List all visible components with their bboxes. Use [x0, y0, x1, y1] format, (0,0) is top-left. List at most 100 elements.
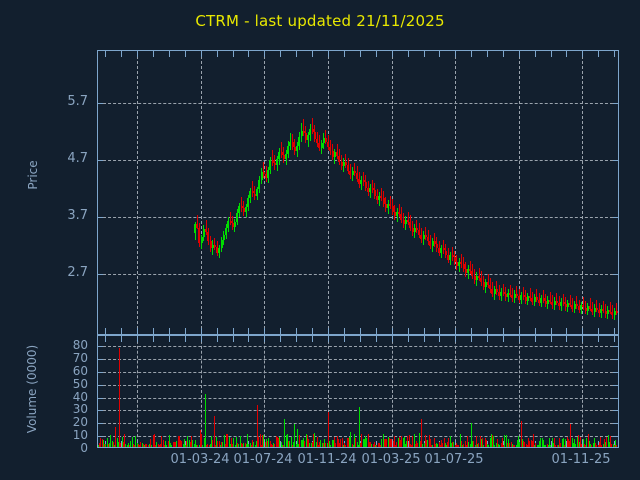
volume-bar	[136, 442, 138, 447]
candle-body	[606, 309, 609, 315]
volume-bar	[455, 443, 457, 447]
candle-body	[595, 307, 598, 310]
volume-bar	[309, 443, 311, 447]
volume-bar	[227, 434, 229, 447]
volume-bar	[406, 441, 408, 447]
volume-bar	[586, 437, 588, 447]
volume-bar	[488, 445, 490, 447]
candle-body	[280, 152, 283, 155]
volume-bar	[281, 444, 283, 447]
axis-tick	[471, 336, 472, 342]
volume-bar	[571, 437, 573, 447]
volume-bar	[224, 443, 226, 447]
volume-y-tick-label: 20	[72, 415, 88, 430]
volume-bar	[460, 441, 462, 447]
gridline-vertical	[201, 336, 202, 447]
volume-bar	[426, 440, 428, 447]
axis-tick	[597, 328, 599, 334]
volume-bar	[244, 443, 246, 447]
volume-bar	[373, 441, 375, 447]
axis-tick	[534, 328, 536, 334]
volume-y-tick-label: 80	[72, 338, 88, 353]
candle-body	[289, 142, 292, 146]
volume-bar	[260, 444, 262, 447]
candle-wick	[196, 215, 198, 229]
x-tick-label: 01-07-25	[424, 452, 484, 467]
axis-tick	[216, 441, 218, 447]
volume-bar	[132, 443, 134, 447]
gridline-vertical	[328, 51, 329, 334]
volume-bar	[422, 443, 424, 447]
candle-body	[233, 222, 236, 227]
axis-tick	[550, 328, 552, 334]
volume-bar	[124, 434, 126, 447]
candle-wick	[569, 294, 571, 308]
candle-body	[322, 137, 325, 144]
candle-wick	[214, 237, 216, 251]
candle-body	[484, 282, 487, 287]
volume-bar	[368, 441, 370, 447]
axis-tick	[312, 328, 313, 334]
candle-body	[400, 214, 403, 220]
candle-body	[582, 305, 585, 308]
volume-bar	[402, 437, 404, 447]
candle-body	[562, 301, 565, 305]
price-y-tick-label: 3.7	[67, 208, 88, 224]
volume-bar	[155, 444, 157, 447]
volume-bar	[175, 442, 177, 447]
candle-body	[269, 160, 272, 170]
axis-tick	[407, 328, 409, 334]
axis-tick	[613, 328, 615, 334]
axis-tick	[121, 336, 123, 342]
volume-y-tick-label: 10	[72, 428, 88, 443]
volume-bar	[315, 441, 317, 447]
candle-body	[604, 310, 607, 315]
volume-bar	[370, 442, 372, 447]
candle-wick	[576, 296, 578, 309]
candle-wick	[602, 300, 604, 314]
axis-tick	[169, 336, 170, 342]
volume-bar	[116, 438, 118, 447]
axis-tick	[550, 336, 552, 342]
candle-body	[589, 306, 592, 309]
gridline-vertical	[582, 336, 583, 447]
volume-bar	[489, 437, 491, 447]
candle-wick	[336, 144, 338, 160]
candle-body	[502, 291, 505, 294]
volume-bar	[117, 442, 119, 447]
gridline-horizontal	[98, 436, 618, 438]
volume-bar	[431, 444, 433, 447]
volume-bar	[598, 442, 600, 447]
gridline-horizontal	[98, 423, 618, 425]
volume-bar	[367, 433, 369, 447]
volume-bar	[533, 434, 534, 447]
volume-bar	[98, 445, 99, 447]
axis-tick	[137, 336, 138, 342]
volume-bar	[552, 442, 554, 447]
volume-bar	[409, 443, 411, 447]
volume-bar	[336, 436, 338, 447]
volume-bar	[477, 444, 479, 447]
axis-tick	[153, 328, 154, 334]
volume-bar	[575, 444, 577, 447]
volume-bar	[247, 433, 249, 447]
volume-bar	[146, 444, 148, 447]
candle-body	[431, 241, 434, 246]
x-tick-label: 01-07-24	[233, 452, 293, 467]
volume-bar	[480, 439, 482, 447]
price-y-tick-label: 4.7	[67, 151, 88, 167]
gridline-vertical	[328, 336, 329, 447]
volume-bar	[372, 444, 374, 447]
volume-bar	[203, 437, 205, 447]
axis-tick	[232, 51, 234, 57]
candle-body	[495, 289, 498, 292]
candle-wick	[529, 288, 531, 301]
volume-bar	[139, 444, 140, 447]
volume-bar	[566, 436, 568, 447]
axis-tick	[597, 441, 599, 447]
volume-bar	[560, 443, 562, 447]
candle-body	[380, 195, 383, 199]
volume-bar	[366, 438, 368, 447]
axis-tick	[169, 51, 170, 57]
candle-body	[560, 301, 563, 307]
